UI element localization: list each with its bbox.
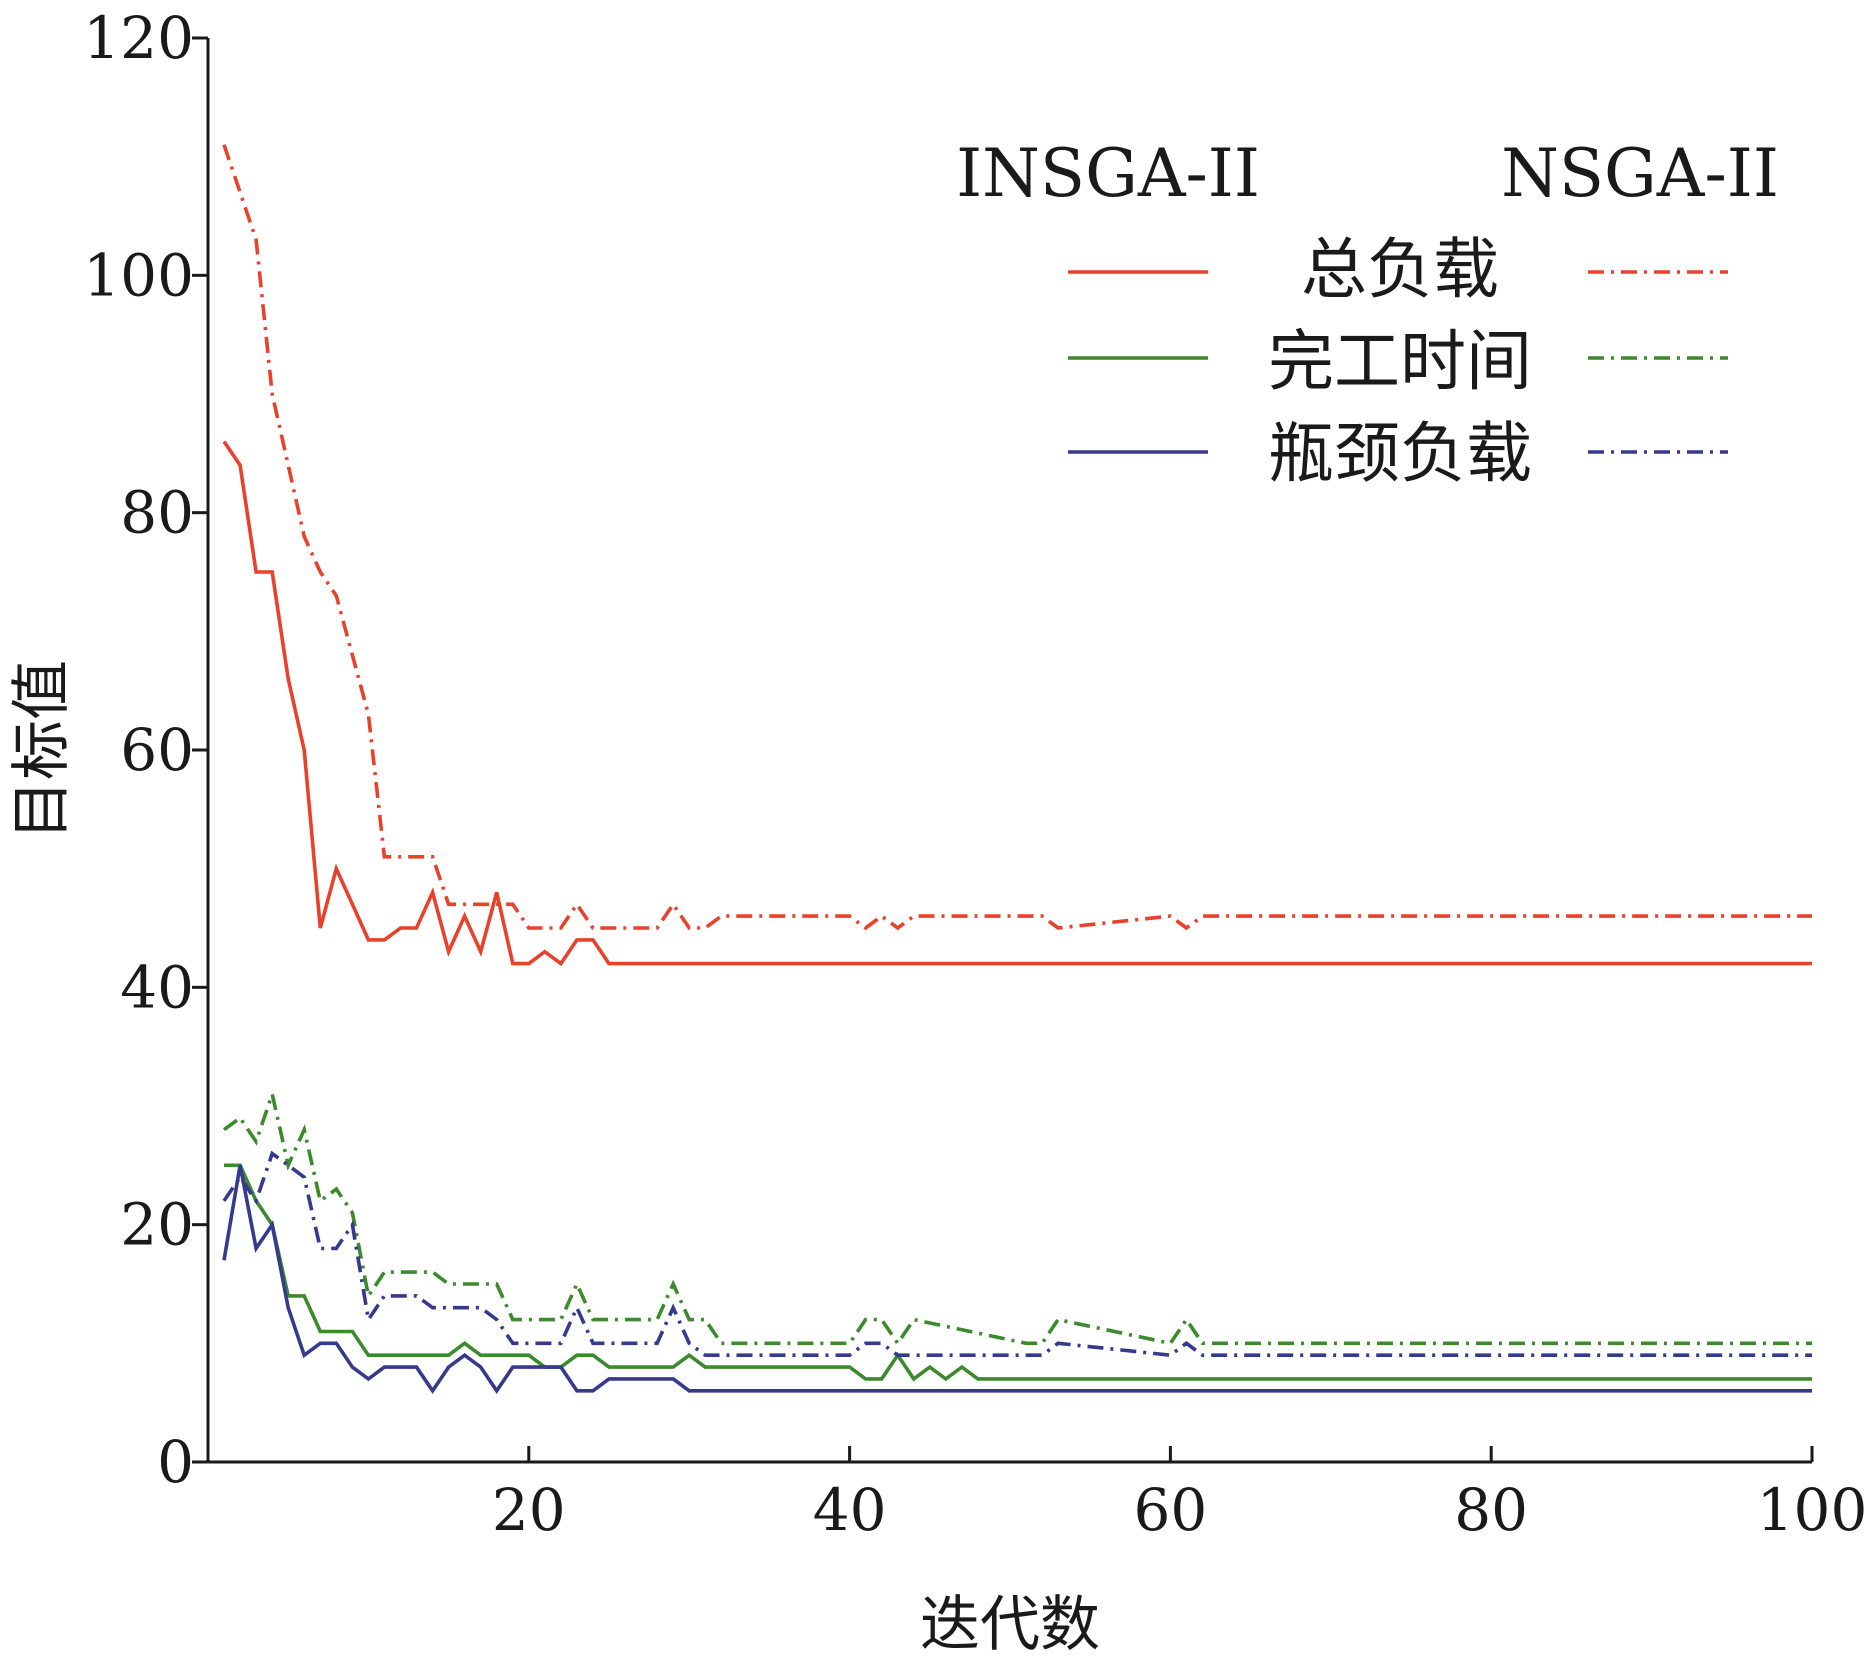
legend-label-total-load: 总负载 bbox=[1301, 231, 1499, 308]
plot-lines bbox=[222, 144, 1812, 1395]
y-axis-label: 目标值 bbox=[7, 660, 77, 840]
legend-header-insga: INSGA-II bbox=[956, 135, 1260, 212]
x-tick-label: 60 bbox=[1133, 1476, 1207, 1544]
legend: INSGA-II NSGA-II 总负载 完工时间 瓶颈负载 bbox=[956, 135, 1779, 492]
x-tick-label: 80 bbox=[1454, 1476, 1528, 1544]
x-axis-label: 迭代数 bbox=[920, 1590, 1100, 1660]
legend-header-nsga: NSGA-II bbox=[1501, 135, 1779, 212]
legend-label-completion-time: 完工时间 bbox=[1268, 323, 1532, 400]
x-tick-label: 40 bbox=[813, 1476, 887, 1544]
y-tick-label: 100 bbox=[83, 241, 194, 309]
legend-label-bottleneck-load: 瓶颈负载 bbox=[1268, 415, 1532, 492]
y-tick-label: 20 bbox=[120, 1191, 194, 1259]
axis-ticks: 0 20 40 60 80 100 120 20 40 60 80 100 bbox=[83, 4, 1867, 1544]
series-nsga-ii-completion-time bbox=[222, 1087, 1812, 1347]
legend-swatches bbox=[1068, 270, 1728, 454]
y-tick-label: 40 bbox=[120, 953, 194, 1021]
x-tick-label: 20 bbox=[492, 1476, 566, 1544]
series-insga-ii-bottleneck-load bbox=[222, 1164, 1812, 1395]
series-nsga-ii-total-load bbox=[222, 144, 1812, 931]
series-nsga-ii-bottleneck-load bbox=[222, 1150, 1812, 1358]
axes bbox=[206, 38, 1812, 1464]
series-insga-ii-total-load bbox=[222, 440, 1812, 967]
y-tick-label: 120 bbox=[83, 4, 194, 72]
y-tick-label: 60 bbox=[120, 716, 194, 784]
y-tick-label: 0 bbox=[157, 1428, 194, 1496]
y-tick-label: 80 bbox=[120, 479, 194, 547]
series-insga-ii-completion-time bbox=[224, 1163, 1812, 1382]
x-tick-label: 100 bbox=[1757, 1476, 1868, 1544]
